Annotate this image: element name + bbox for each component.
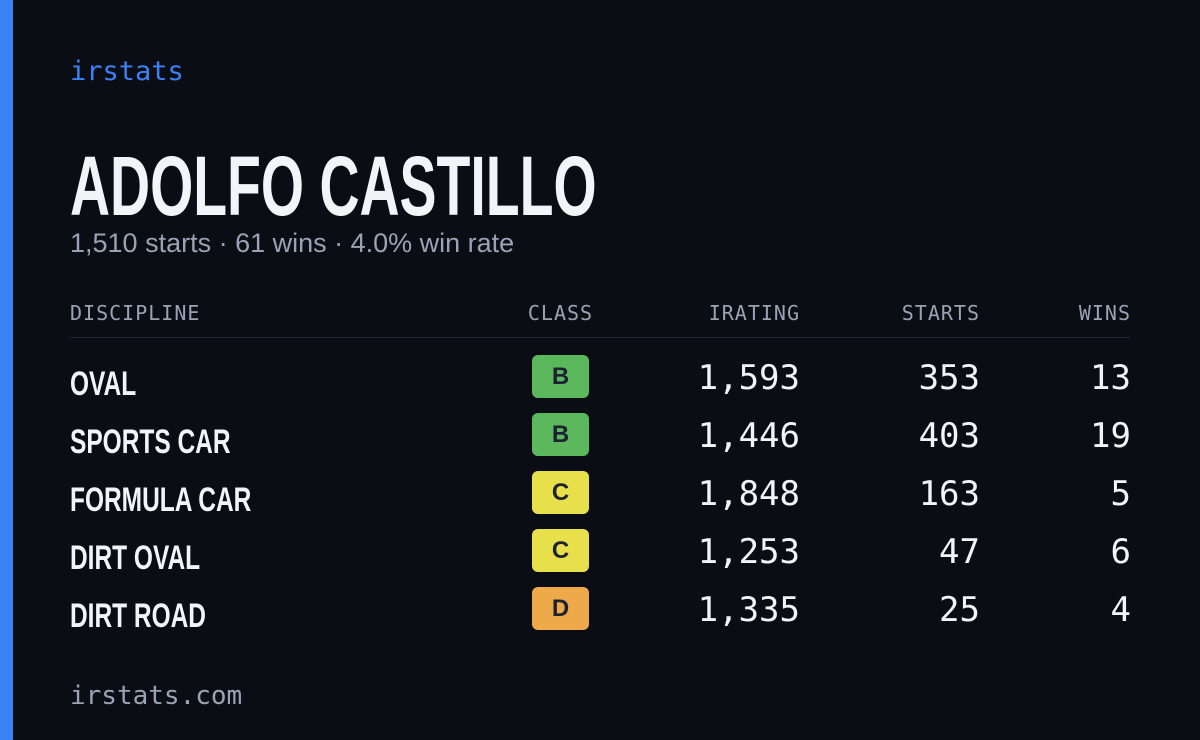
stat-value: 1,848 [697, 474, 800, 514]
stat-value: 47 [939, 532, 980, 572]
discipline: SPORTS CAR [70, 423, 231, 461]
stat-value: 5 [1110, 474, 1131, 514]
stat-value: 1,335 [697, 590, 800, 630]
column-header: IRATING [708, 301, 800, 325]
stat-value: 25 [939, 590, 980, 630]
column-header: WINS [1078, 301, 1131, 325]
stat-value: 19 [1090, 416, 1131, 456]
class-badge: C [532, 529, 589, 572]
class-badge: D [532, 587, 589, 630]
stat-value: 1,593 [697, 358, 800, 398]
stat-value: 163 [918, 474, 980, 514]
summary: 1,510 starts · 61 wins · 4.0% win rate [70, 228, 515, 258]
stat-value: 1,446 [697, 416, 800, 456]
stat-value: 6 [1110, 532, 1131, 572]
discipline: FORMULA CAR [70, 481, 252, 519]
column-header: DISCIPLINE [70, 301, 201, 325]
column-header: STARTS [901, 301, 980, 325]
stat-value: 353 [918, 358, 980, 398]
stat-value: 13 [1090, 358, 1131, 398]
class-badge: B [532, 355, 589, 398]
stat-value: 403 [918, 416, 980, 456]
stat-value: 4 [1110, 590, 1131, 630]
discipline: DIRT OVAL [70, 539, 201, 577]
footer-url: irstats.com [70, 681, 243, 711]
discipline: OVAL [70, 365, 137, 403]
class-badge: B [532, 413, 589, 456]
driver-name: ADOLFO CASTILLO [70, 139, 597, 233]
accent-bar [0, 0, 13, 740]
brand: irstats [70, 56, 184, 87]
stat-value: 1,253 [697, 532, 800, 572]
header-rule [70, 337, 1131, 338]
class-badge: C [532, 471, 589, 514]
discipline: DIRT ROAD [70, 597, 207, 635]
column-header: CLASS [527, 301, 594, 325]
